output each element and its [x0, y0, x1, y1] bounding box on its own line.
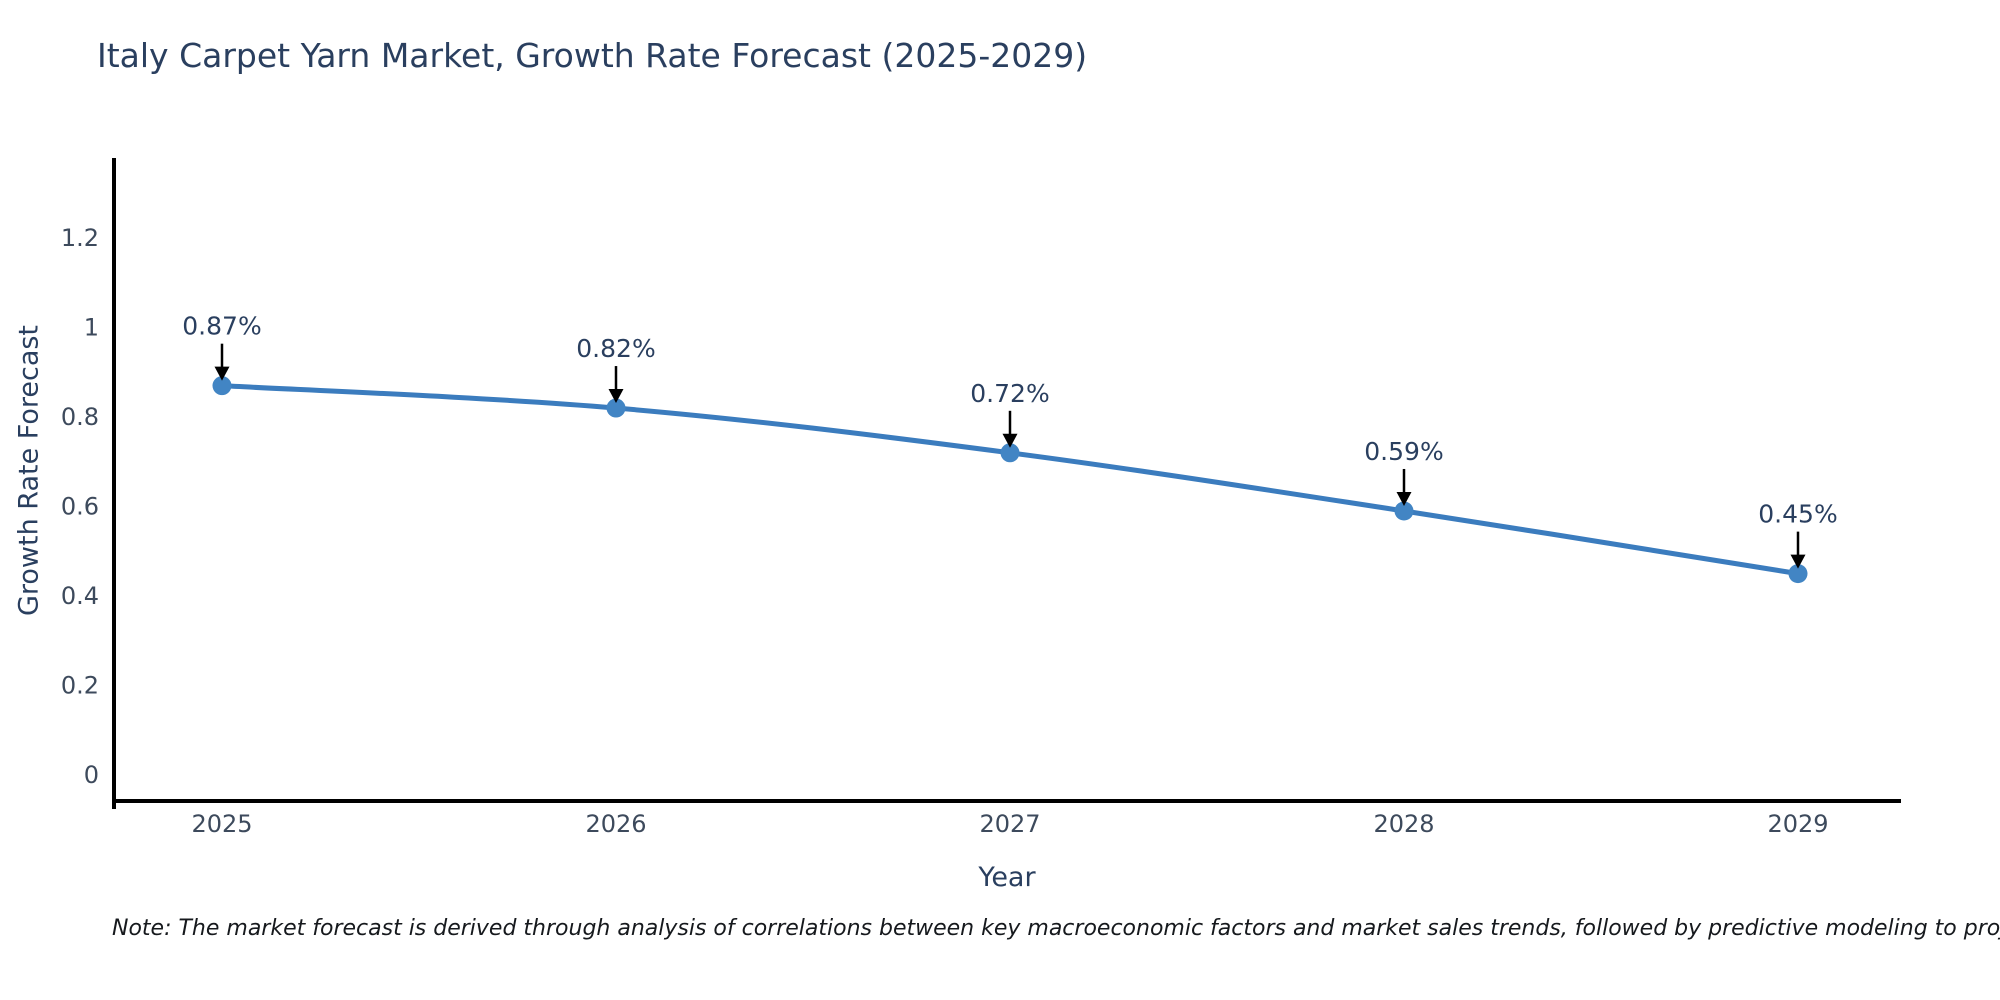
- x-axis-title: Year: [978, 862, 1036, 893]
- annotation-arrow-head-2029: [1790, 554, 1806, 569]
- y-tick-label-0.4: 0.4: [61, 582, 99, 610]
- x-tick-label-2028: 2028: [1373, 810, 1434, 838]
- annotation-arrow-head-2027: [1002, 433, 1018, 448]
- x-tick-label-2026: 2026: [585, 810, 646, 838]
- data-point-2026: [606, 398, 626, 418]
- annotation-arrow-head-2025: [214, 366, 230, 381]
- footnote: Note: The market forecast is derived thr…: [112, 916, 2000, 941]
- y-tick-label-0.6: 0.6: [61, 493, 99, 521]
- y-tick-label-0: 0: [84, 761, 99, 789]
- data-point-2029: [1788, 564, 1808, 584]
- y-tick-label-1: 1: [84, 314, 99, 342]
- data-point-2028: [1394, 501, 1414, 521]
- annotation-arrow-head-2028: [1396, 491, 1412, 506]
- data-point-2025: [212, 376, 232, 396]
- data-point-2027: [1000, 443, 1020, 463]
- annotation-arrow-head-2026: [608, 389, 624, 404]
- point-annotation-2029: 0.45%: [1758, 500, 1837, 529]
- y-tick-label-1.2: 1.2: [61, 224, 99, 252]
- point-annotation-2027: 0.72%: [970, 379, 1049, 408]
- point-annotation-2025: 0.87%: [182, 312, 261, 341]
- y-tick-label-0.2: 0.2: [61, 672, 99, 700]
- y-axis-title: Growth Rate Forecast: [13, 324, 45, 617]
- point-annotation-2026: 0.82%: [576, 334, 655, 363]
- chart-title: Italy Carpet Yarn Market, Growth Rate Fo…: [97, 36, 1088, 75]
- point-annotation-2028: 0.59%: [1364, 437, 1443, 466]
- x-tick-label-2029: 2029: [1767, 810, 1828, 838]
- x-tick-label-2025: 2025: [191, 810, 252, 838]
- y-tick-label-0.8: 0.8: [61, 403, 99, 431]
- x-tick-label-2027: 2027: [979, 810, 1040, 838]
